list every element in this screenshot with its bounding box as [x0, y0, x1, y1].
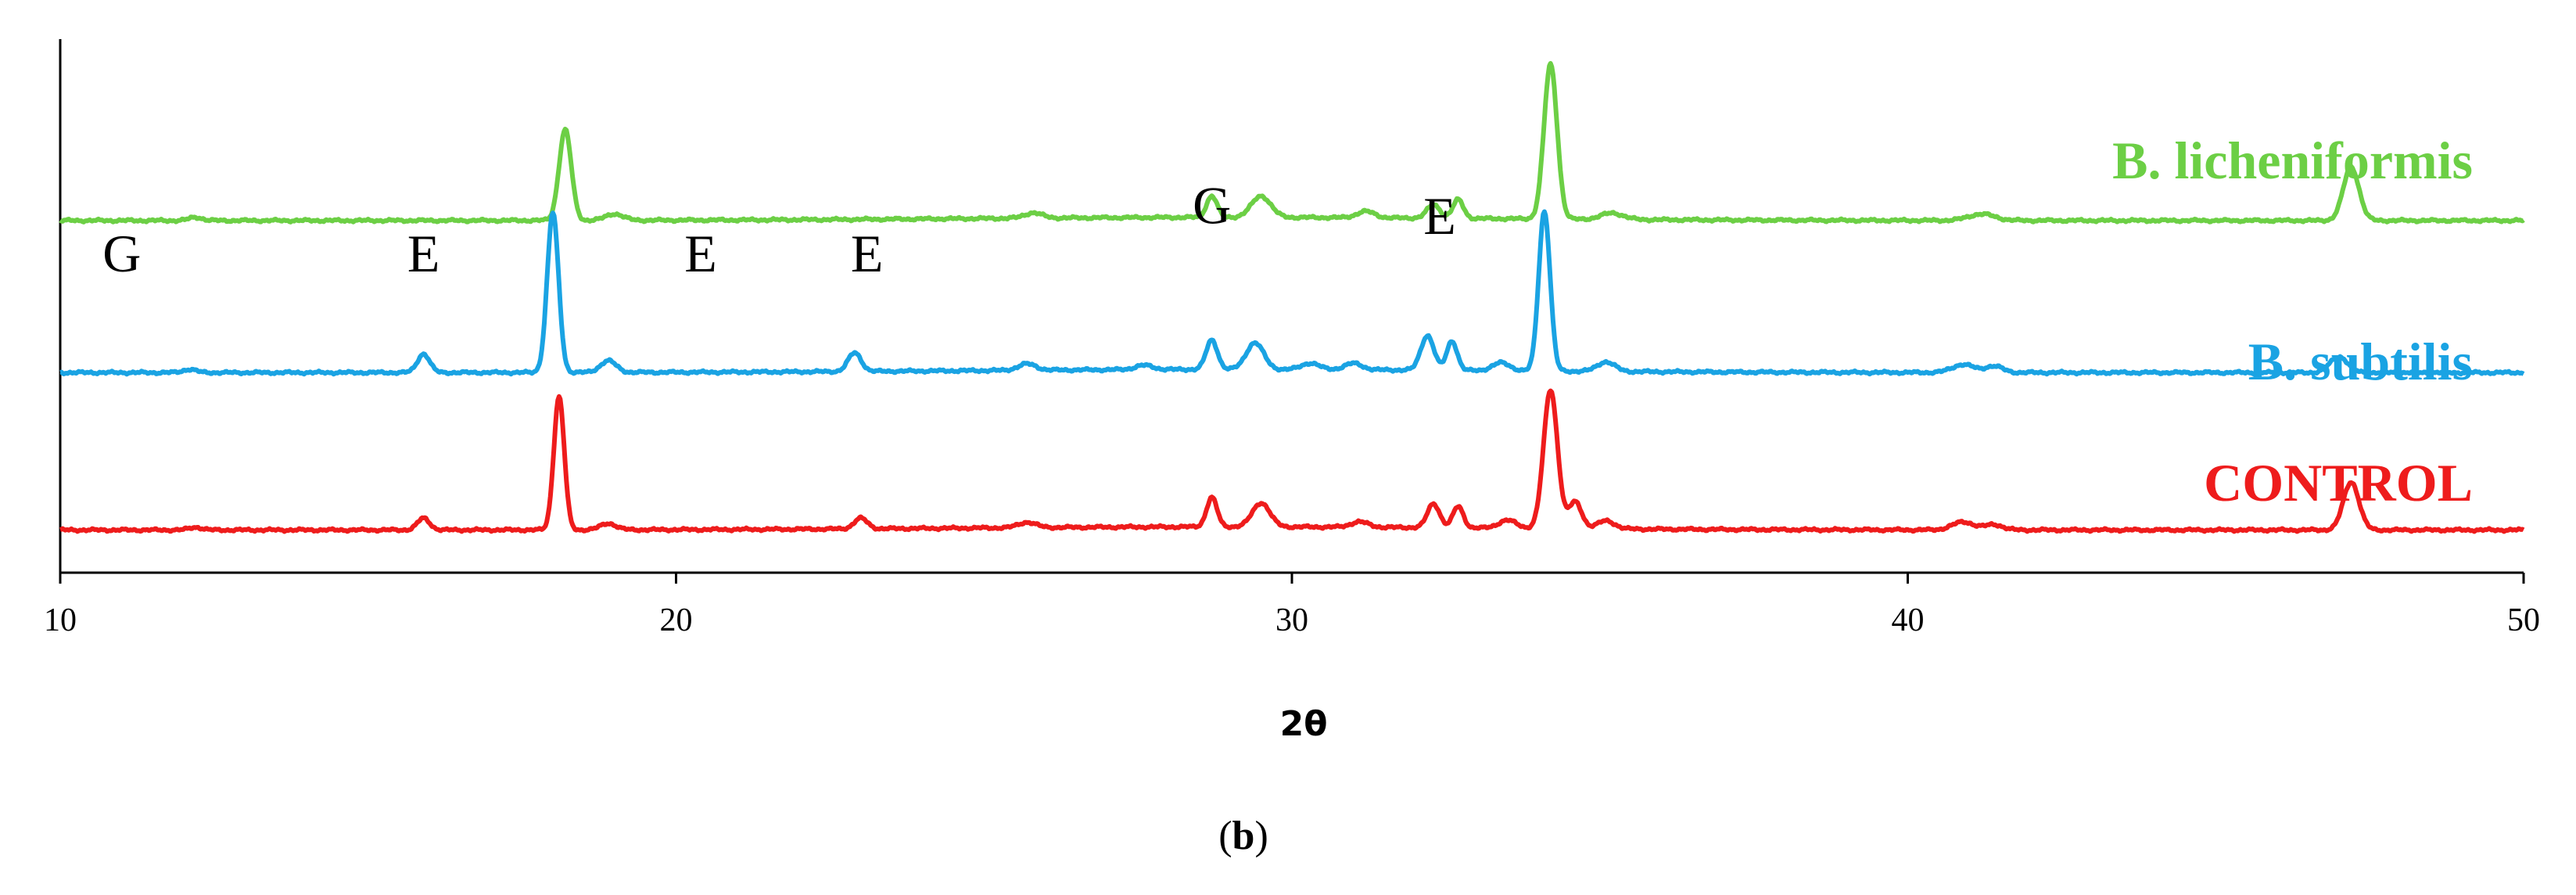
phase-annotation: E: [1423, 186, 1456, 246]
series-line-b-licheniformis: [59, 61, 2525, 225]
x-tick-label: 10: [44, 602, 77, 638]
x-tick-label: 40: [1892, 602, 1925, 638]
series-label: B. subtilis: [2248, 332, 2473, 391]
x-tick-label: 30: [1275, 602, 1308, 638]
series-labels: B. licheniformis B. subtilis CONTROL: [2112, 131, 2473, 512]
phase-annotation: G: [1193, 175, 1231, 235]
phase-annotation: E: [407, 224, 440, 283]
panel-label: (b): [1218, 814, 1268, 858]
x-tick-label: 20: [660, 602, 693, 638]
x-axis-label: 2θ: [1280, 704, 1328, 744]
phase-annotations: G E E EG E: [102, 175, 1456, 282]
series-label: B. licheniformis: [2112, 131, 2473, 190]
phase-annotation: E: [851, 224, 884, 283]
series-label: CONTROL: [2204, 453, 2473, 512]
x-tick-label: 50: [2507, 602, 2540, 638]
phase-annotation: E: [684, 224, 717, 283]
series-lines: [59, 61, 2525, 534]
phase-annotation: G: [102, 224, 141, 283]
series-line-control: [59, 388, 2525, 534]
series-line-b-subtilis: [59, 209, 2525, 377]
chart-axes: 10 20 30 40 50: [44, 39, 2540, 638]
